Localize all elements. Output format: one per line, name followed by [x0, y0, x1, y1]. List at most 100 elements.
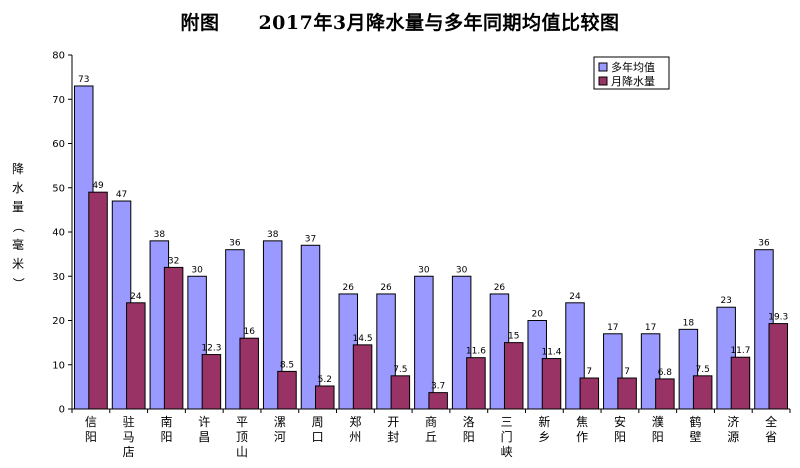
bar-monthly — [277, 370, 297, 410]
data-label-average: 18 — [683, 318, 695, 328]
x-tick-label: 昌 — [198, 430, 210, 444]
bar-monthly — [315, 385, 335, 410]
data-label-average: 38 — [267, 230, 279, 240]
y-tick-label: 30 — [52, 272, 65, 283]
y-tick-label: 60 — [52, 139, 65, 150]
data-label-monthly: 49 — [92, 181, 104, 191]
x-tick-label: 阳 — [463, 430, 475, 444]
x-tick-label: 濮 — [652, 414, 664, 429]
x-tick-label: 阳 — [614, 430, 626, 444]
bar-monthly — [692, 375, 713, 410]
x-tick-label: 作 — [576, 430, 588, 444]
data-label-average: 30 — [418, 265, 430, 275]
x-tick-label: 安 — [614, 414, 626, 429]
x-tick-label: 壁 — [690, 429, 702, 444]
y-tick-label: 10 — [52, 360, 65, 371]
bar-average — [300, 244, 321, 410]
x-tick-label: 新 — [538, 414, 550, 429]
x-tick-label: 州 — [349, 430, 361, 444]
x-tick-label: 信 — [85, 415, 97, 429]
legend-label: 多年均值 — [611, 60, 655, 74]
y-tick-label: 40 — [52, 228, 65, 239]
data-label-monthly: 12.3 — [201, 344, 221, 354]
data-label-monthly: 7 — [624, 367, 630, 377]
x-tick-label: 周 — [312, 415, 324, 429]
data-label-monthly: 6.8 — [658, 368, 673, 378]
data-label-average: 30 — [191, 265, 203, 275]
data-label-monthly: 7 — [586, 367, 592, 377]
data-label-average: 73 — [78, 75, 89, 85]
bar-monthly — [390, 375, 411, 410]
data-label-average: 37 — [305, 234, 316, 244]
bar-monthly — [466, 357, 486, 410]
y-tick-label: 50 — [52, 183, 65, 194]
legend-label: 月降水量 — [611, 74, 655, 88]
bar-monthly — [617, 377, 637, 410]
data-label-monthly: 7.5 — [696, 365, 710, 375]
y-tick-label: 20 — [52, 316, 65, 327]
x-tick-label: 口 — [312, 430, 324, 444]
data-label-average: 36 — [229, 239, 241, 249]
x-tick-label: 源 — [727, 430, 739, 444]
data-label-monthly: 11.4 — [541, 348, 561, 358]
x-tick-label: 阳 — [85, 430, 97, 444]
x-tick-label: 全 — [765, 414, 777, 429]
data-label-monthly: 8.5 — [280, 360, 294, 370]
x-tick-label: 店 — [123, 445, 135, 459]
x-tick-label: 洛 — [463, 414, 475, 429]
bar-monthly — [503, 342, 524, 410]
x-tick-label: 焦 — [576, 415, 588, 429]
data-label-monthly: 11.6 — [466, 347, 486, 357]
legend-swatch — [598, 76, 608, 86]
x-tick-label: 阳 — [652, 430, 664, 444]
x-tick-label: 郑 — [349, 414, 361, 429]
data-label-monthly: 24 — [130, 292, 142, 302]
data-label-monthly: 7.5 — [393, 365, 407, 375]
data-label-average: 30 — [456, 265, 468, 275]
data-label-monthly: 3.7 — [431, 382, 445, 392]
data-label-monthly: 19.3 — [768, 313, 788, 323]
y-tick-label: 80 — [52, 51, 65, 62]
bar-monthly — [579, 377, 600, 410]
data-label-monthly: 15 — [508, 332, 519, 342]
data-label-average: 20 — [531, 310, 543, 320]
bar-monthly — [201, 354, 222, 410]
data-label-monthly: 5.2 — [318, 375, 332, 385]
y-tick-label: 70 — [52, 95, 65, 106]
bar-monthly — [428, 392, 448, 410]
data-label-monthly: 11.7 — [730, 346, 750, 356]
x-tick-label: 鹤 — [690, 414, 702, 429]
x-tick-label: 南 — [160, 414, 172, 429]
chart-title: 附图 2017年3月降水量与多年同期均值比较图 — [180, 12, 620, 34]
x-tick-label: 漯 — [274, 415, 286, 429]
x-tick-label: 开 — [387, 415, 399, 429]
bar-monthly — [352, 344, 373, 410]
bar-monthly — [126, 302, 146, 410]
x-tick-label: 马 — [123, 430, 135, 444]
x-tick-label: 省 — [765, 430, 777, 444]
x-tick-label: 乡 — [538, 430, 550, 444]
data-label-average: 38 — [154, 230, 166, 240]
data-label-average: 36 — [758, 239, 770, 249]
data-label-average: 26 — [494, 283, 506, 293]
data-label-monthly: 32 — [168, 256, 179, 266]
data-label-monthly: 14.5 — [353, 334, 373, 344]
x-tick-label: 许 — [198, 415, 210, 429]
x-tick-label: 门 — [501, 429, 513, 444]
bar-monthly — [730, 356, 751, 410]
data-label-average: 26 — [380, 283, 392, 293]
bar-monthly — [239, 337, 259, 410]
data-label-average: 23 — [720, 296, 731, 306]
y-axis-label: 降水量（毫米） — [11, 162, 26, 290]
bar-monthly — [541, 358, 562, 410]
x-tick-label: 驻 — [123, 414, 135, 429]
bar-monthly — [163, 266, 184, 410]
bar-monthly — [768, 323, 788, 410]
data-label-average: 17 — [645, 323, 656, 333]
bar-monthly — [88, 191, 108, 410]
data-label-average: 17 — [607, 323, 618, 333]
data-label-average: 47 — [116, 190, 127, 200]
y-tick-label: 0 — [59, 405, 65, 416]
